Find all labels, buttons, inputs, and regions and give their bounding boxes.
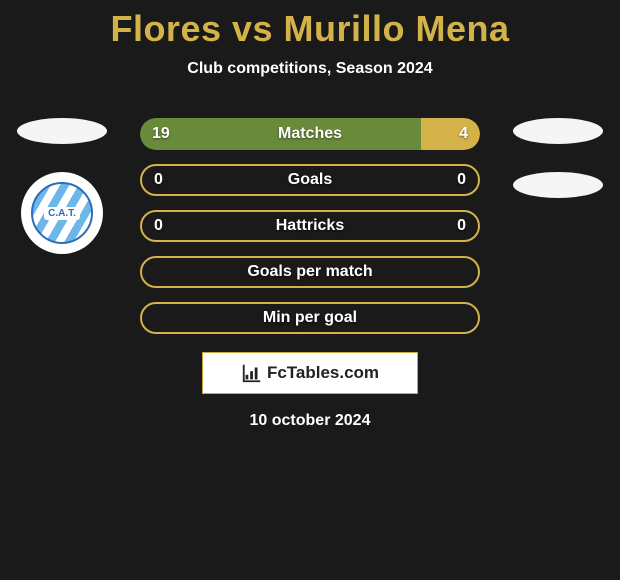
- bar-left-value: 19: [152, 118, 170, 150]
- bar-right-value: 4: [459, 118, 468, 150]
- bar-left-value: 0: [154, 166, 163, 194]
- club-badge-initials: C.A.T.: [44, 207, 80, 220]
- right-player-column: [508, 118, 608, 198]
- bar-label: Hattricks: [276, 217, 344, 235]
- left-player-column: C.A.T.: [12, 118, 112, 254]
- date-text: 10 october 2024: [0, 412, 620, 430]
- page-title: Flores vs Murillo Mena: [0, 0, 620, 50]
- subtitle: Club competitions, Season 2024: [0, 60, 620, 78]
- right-player-avatar: [513, 118, 603, 144]
- watermark-text: FcTables.com: [267, 363, 379, 383]
- stat-bars: 19 4 Matches 0 0 Goals 0 0 Hattricks Goals per ma…: [140, 118, 480, 334]
- bar-label: Min per goal: [263, 309, 357, 327]
- watermark: FcTables.com: [202, 352, 418, 394]
- bar-left-value: 0: [154, 212, 163, 240]
- left-player-avatar: [17, 118, 107, 144]
- stat-bar: Goals per match: [140, 256, 480, 288]
- stat-bar: 19 4 Matches: [140, 118, 480, 150]
- comparison-content: C.A.T. 19 4 Matches 0 0 Goals 0 0 Hattricks Goals…: [0, 118, 620, 430]
- bar-label: Goals per match: [247, 263, 372, 281]
- stat-bar: 0 0 Hattricks: [140, 210, 480, 242]
- stat-bar: 0 0 Goals: [140, 164, 480, 196]
- left-club-badge: C.A.T.: [21, 172, 103, 254]
- right-club-badge-placeholder: [513, 172, 603, 198]
- bar-label: Matches: [278, 125, 342, 143]
- bar-right-value: 0: [457, 212, 466, 240]
- bar-right-value: 0: [457, 166, 466, 194]
- bar-label: Goals: [288, 171, 332, 189]
- chart-icon: [241, 362, 263, 384]
- stat-bar: Min per goal: [140, 302, 480, 334]
- bar-right-fill: [421, 118, 480, 150]
